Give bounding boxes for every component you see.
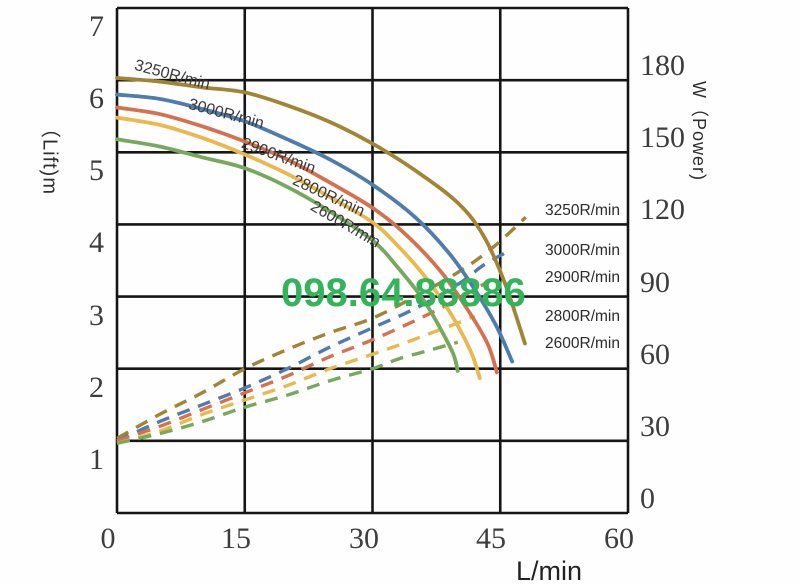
x-tick: 30 <box>349 522 379 555</box>
x-axis-title-text: L/min <box>516 556 583 586</box>
y-left-tick: 5 <box>89 154 104 187</box>
power-curve-2900R/min <box>116 278 493 443</box>
y-right-tick: 120 <box>640 193 685 226</box>
power-curve-2800R/min <box>116 314 476 445</box>
power-curve-2600R/min <box>116 340 459 445</box>
watermark-text: 098.64.88886 <box>281 271 526 315</box>
x-tick: 45 <box>476 522 506 555</box>
y-right-tick: 0 <box>640 482 655 515</box>
lift-curve-3000R/min <box>115 92 515 364</box>
y-left-tick: 4 <box>89 226 104 259</box>
y-right-tick: 90 <box>640 266 670 299</box>
y-left-tick: 6 <box>89 82 104 115</box>
lift-curve-3250R/min <box>115 76 527 346</box>
x-tick: 15 <box>221 522 251 555</box>
y-right-tick: 30 <box>640 410 670 443</box>
x-tick: 60 <box>604 522 634 555</box>
y-right-tick: 60 <box>640 338 670 371</box>
x-axis-title: L/min <box>516 556 582 586</box>
lift-curve-2800R/min <box>115 115 482 380</box>
y-right-tick: 180 <box>640 49 685 82</box>
legend-item-3000: 3000R/min <box>545 242 620 259</box>
power-curve-3250R/min <box>116 215 527 440</box>
legend-item-2900: 2900R/min <box>545 269 620 286</box>
x-tick: 0 <box>100 522 116 555</box>
y-left-tick: 7 <box>89 10 104 43</box>
y-left-tick: 1 <box>89 443 104 476</box>
y-left-tick: 3 <box>89 299 104 332</box>
legend-item-2800: 2800R/min <box>545 308 620 325</box>
legend-item-3250: 3250R/min <box>545 202 620 219</box>
lift-curve-2900R/min <box>115 105 499 375</box>
y-right-tick: 150 <box>640 121 685 154</box>
y-left-tick: 2 <box>89 371 104 404</box>
legend-item-2600: 2600R/min <box>545 335 620 352</box>
lift-curve-2600R/min <box>115 137 460 373</box>
